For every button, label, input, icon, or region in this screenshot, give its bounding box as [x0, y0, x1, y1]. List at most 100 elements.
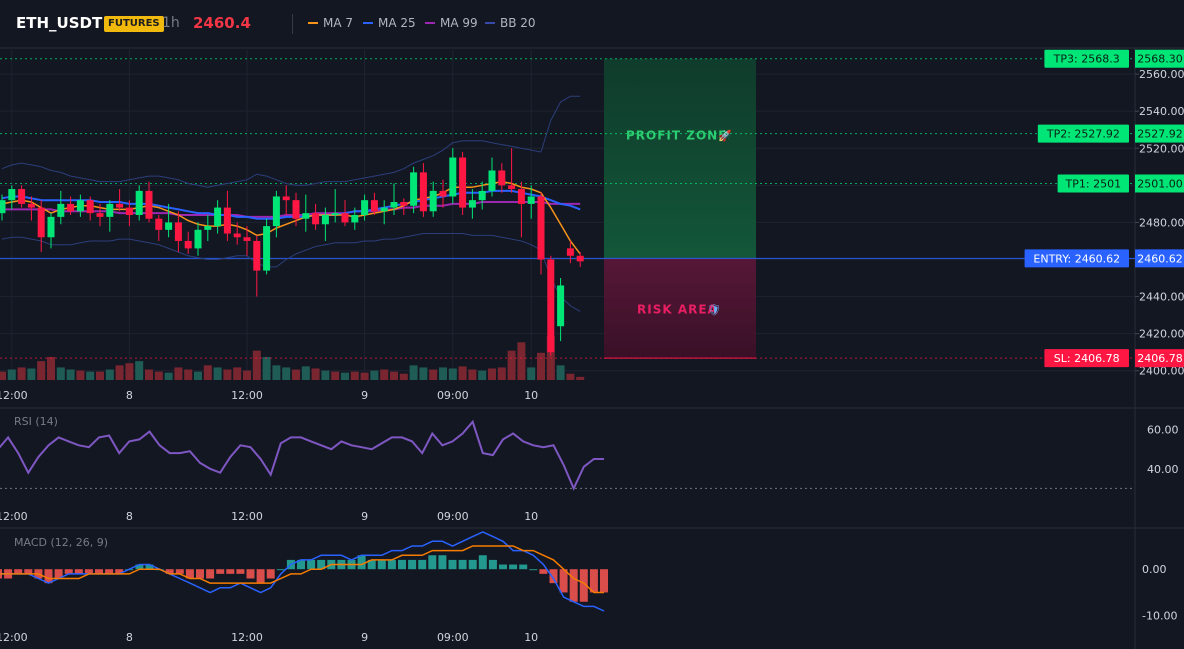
candle-body	[38, 208, 45, 238]
time-tick-label: 09:00	[437, 510, 469, 523]
volume-bar	[351, 372, 359, 380]
volume-bar	[370, 371, 378, 380]
volume-bar	[125, 363, 133, 380]
time-tick-label: 12:00	[231, 631, 263, 644]
macd-histogram-bar	[196, 569, 204, 578]
volume-bar	[478, 371, 486, 380]
macd-tick-label: 0.00	[1142, 563, 1167, 576]
time-tick-label: 10	[524, 510, 538, 523]
candle-body	[567, 248, 574, 255]
volume-bar	[155, 372, 163, 380]
volume-bar	[263, 357, 271, 380]
volume-bar	[223, 370, 231, 380]
profit-zone-label: PROFIT ZONE	[626, 128, 727, 142]
candle-body	[234, 234, 241, 238]
macd-histogram-bar	[216, 569, 224, 574]
candle-body	[410, 172, 417, 205]
volume-bar	[57, 367, 65, 380]
macd-histogram-bar	[438, 555, 446, 569]
volume-bar	[135, 361, 143, 380]
level-axis-label-tp1: 2501.00	[1137, 177, 1183, 190]
volume-bar	[410, 365, 418, 380]
candle-body	[547, 259, 554, 352]
volume-bar	[27, 368, 35, 380]
volume-bar	[439, 367, 447, 380]
candle-body	[518, 189, 525, 204]
rsi-tick-label: 60.00	[1147, 424, 1179, 437]
candle-body	[273, 196, 280, 226]
volume-bar	[527, 367, 535, 380]
candle-body	[489, 171, 496, 191]
macd-histogram	[0, 555, 608, 602]
level-axis-label-sl: 2406.78	[1137, 352, 1183, 365]
candle-body	[430, 191, 437, 211]
candle-body	[8, 189, 15, 200]
candle-body	[508, 185, 515, 189]
candle-body	[498, 171, 505, 186]
volume-bar	[194, 372, 202, 380]
candle-body	[155, 219, 162, 230]
candle-body	[469, 200, 476, 207]
volume-bar	[488, 368, 496, 380]
macd-histogram-bar	[570, 569, 578, 602]
price-tick-label: 2420.00	[1139, 328, 1184, 341]
candle-body	[204, 226, 211, 230]
macd-histogram-bar	[307, 560, 315, 569]
volume-bar	[76, 371, 84, 380]
price-tick-label: 2440.00	[1139, 291, 1184, 304]
macd-histogram-bar	[428, 555, 436, 569]
volume-bar	[272, 365, 280, 380]
volume-bar	[184, 370, 192, 380]
volume-bar	[576, 377, 584, 380]
volume-bar	[390, 372, 398, 380]
candle-body	[400, 202, 407, 206]
volume-bar	[282, 367, 290, 380]
candle-body	[224, 208, 231, 234]
volume-bar	[253, 351, 261, 380]
level-tag-tp2: TP2: 2527.92	[1046, 128, 1120, 141]
candle-body	[195, 230, 202, 249]
volume-bar	[419, 367, 427, 380]
macd-histogram-bar	[469, 560, 477, 569]
volume-bar	[18, 367, 26, 380]
candle-body	[244, 237, 251, 241]
level-tag-entry: ENTRY: 2460.62	[1033, 252, 1120, 265]
volume-bar	[8, 370, 16, 380]
macd-histogram-bar	[236, 569, 244, 574]
volume-bar	[214, 367, 222, 380]
volume-bar	[508, 351, 516, 380]
time-tick-label: 12:00	[231, 389, 263, 402]
volume-bar	[67, 370, 75, 380]
candle-body	[126, 208, 133, 215]
time-tick-label: 09:00	[437, 631, 469, 644]
time-tick-label: 9	[361, 389, 368, 402]
macd-histogram-bar	[378, 560, 386, 569]
candle-body	[146, 191, 153, 219]
volume-bar	[459, 366, 467, 380]
candle-body	[97, 213, 104, 217]
candle-body	[332, 213, 339, 215]
price-tick-label: 2560.00	[1139, 68, 1184, 81]
candle-body	[322, 215, 329, 224]
macd-histogram-bar	[489, 560, 497, 569]
macd-histogram-bar	[459, 560, 467, 569]
macd-histogram-bar	[226, 569, 234, 574]
time-tick-label: 12:00	[231, 510, 263, 523]
level-tag-tp3: TP3: 2568.3	[1053, 53, 1120, 66]
candle-body	[67, 204, 74, 211]
volume-bar	[498, 367, 506, 380]
rsi-line	[0, 422, 604, 489]
volume-bar	[312, 368, 320, 380]
volume-bar	[380, 370, 388, 380]
volume-bar	[400, 374, 408, 380]
candle-body	[302, 213, 309, 219]
price-tick-label: 2540.00	[1139, 105, 1184, 118]
time-tick-label: 8	[126, 389, 133, 402]
macd-histogram-bar	[600, 569, 608, 592]
volume-bar	[0, 372, 6, 380]
volume-bar	[165, 373, 173, 380]
volume-bar	[292, 370, 300, 380]
candle-body	[106, 204, 113, 217]
volume-bar	[302, 366, 310, 380]
